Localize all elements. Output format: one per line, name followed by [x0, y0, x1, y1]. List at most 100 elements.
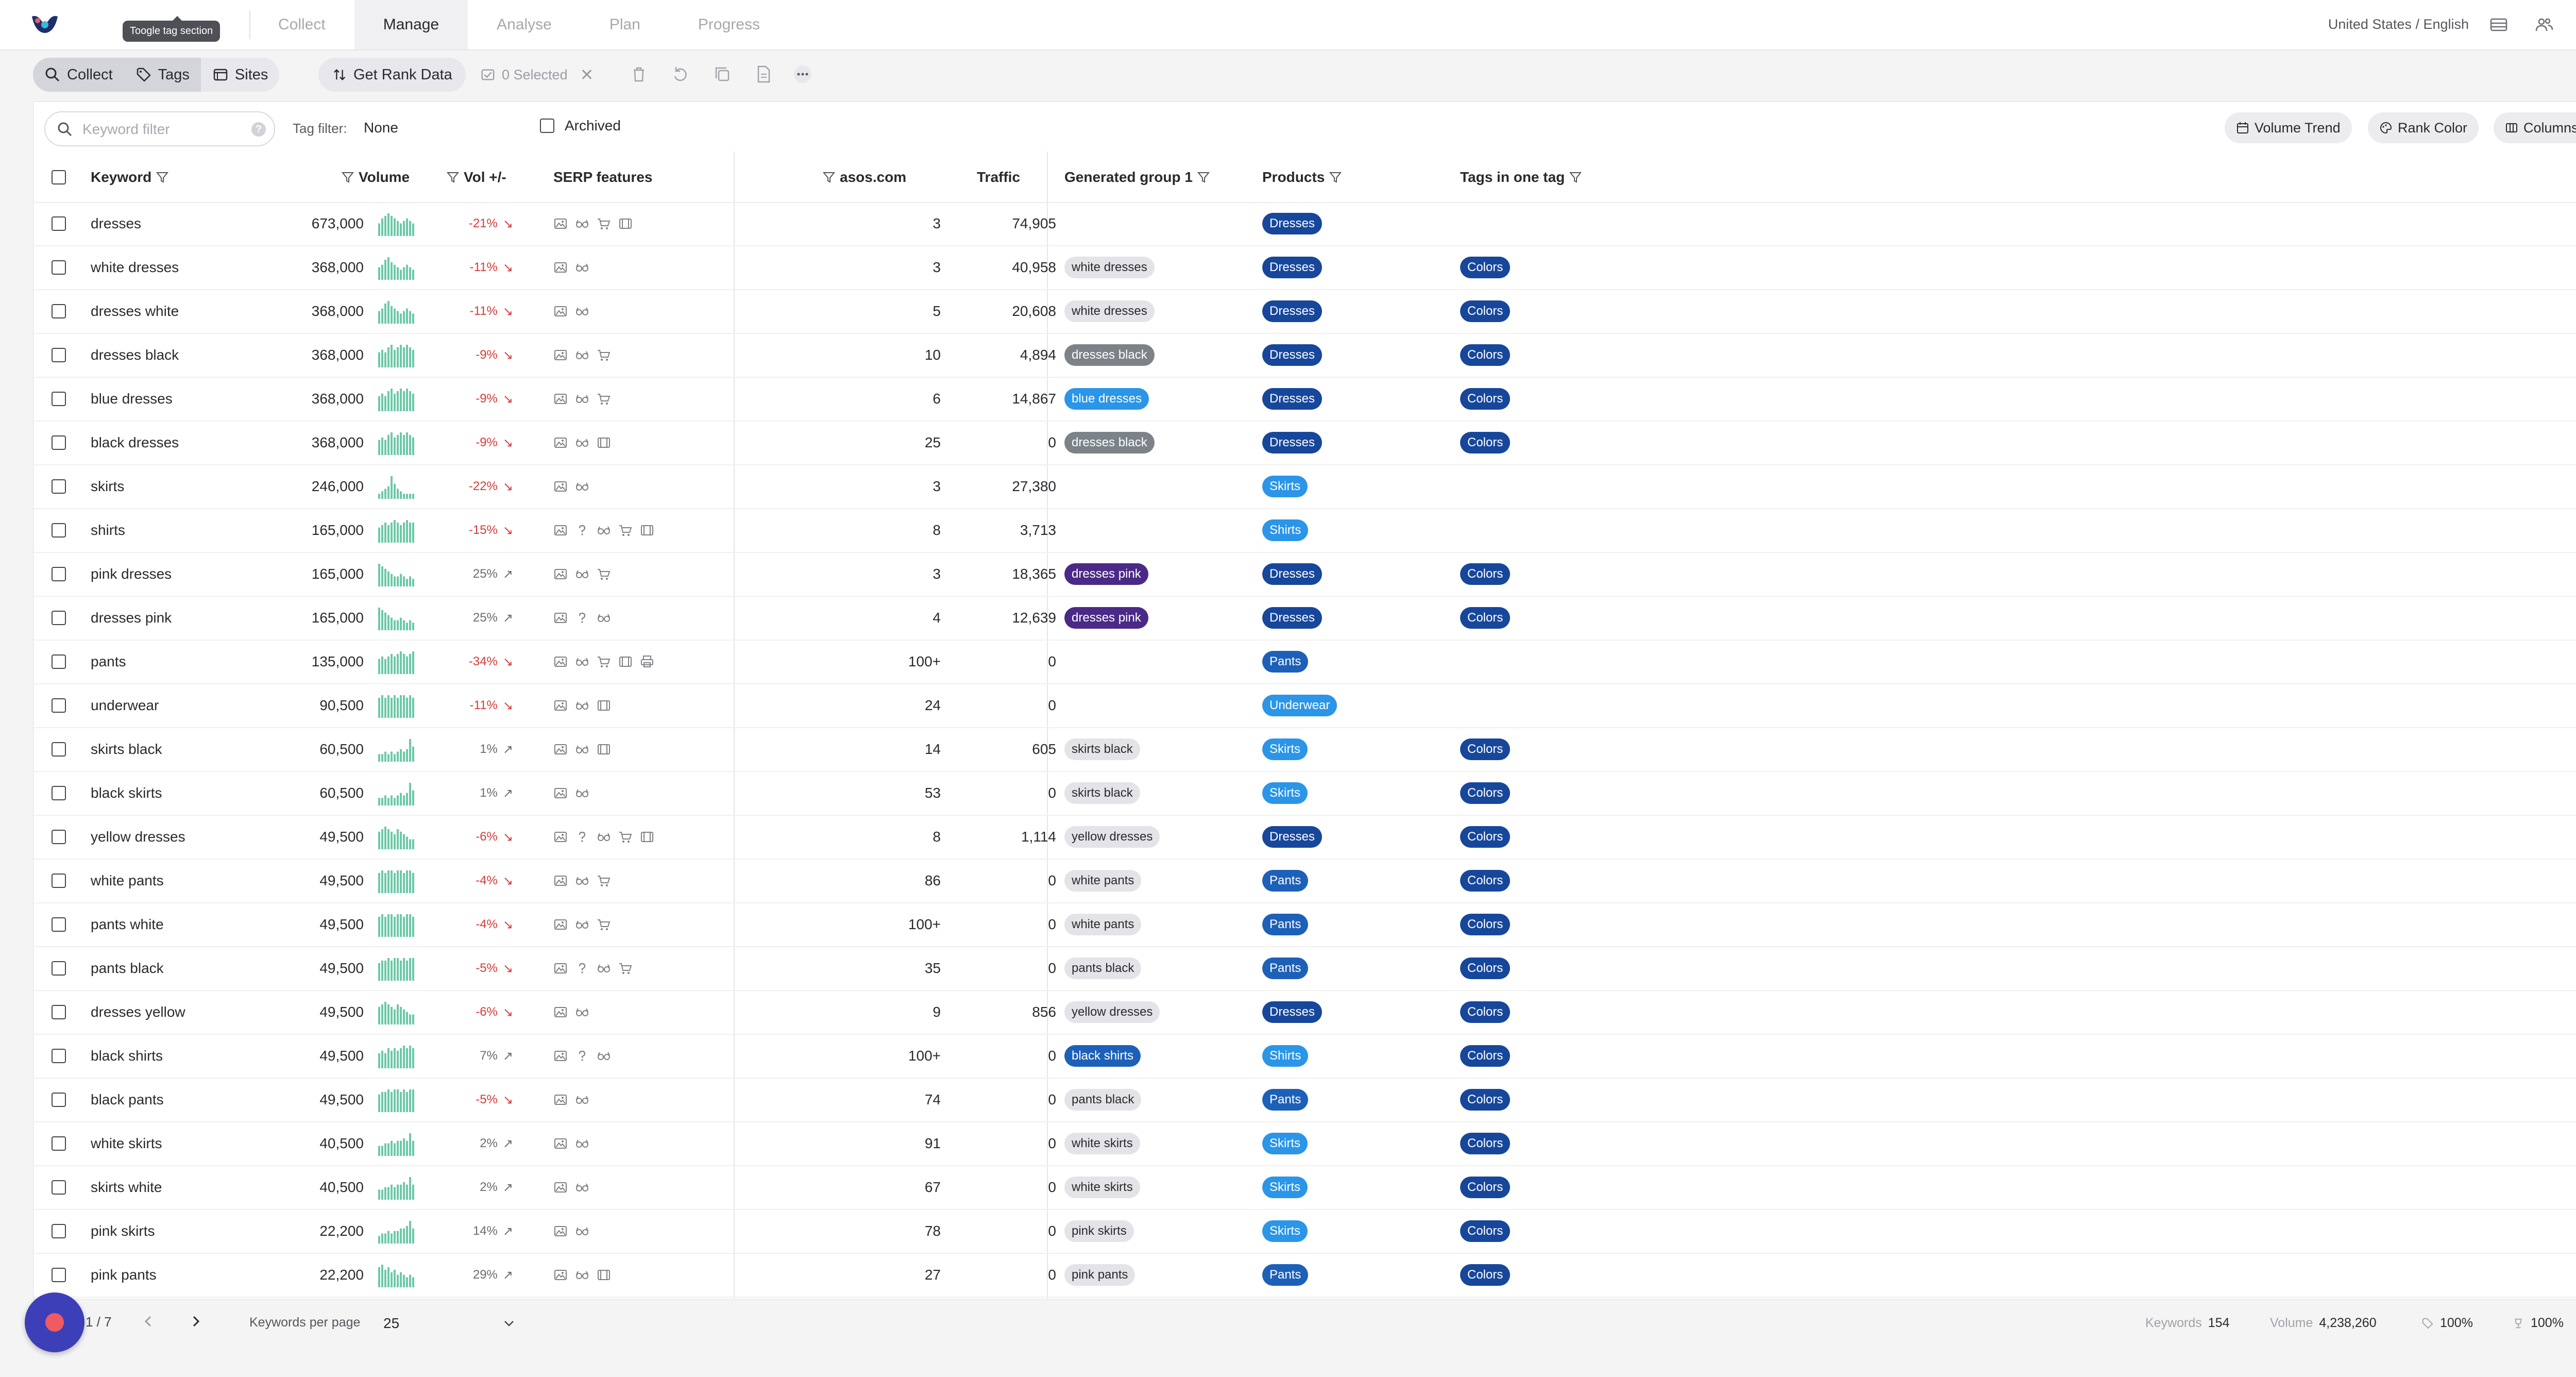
row-checkbox[interactable]: [52, 392, 66, 406]
row-checkbox[interactable]: [52, 742, 66, 757]
app-logo[interactable]: [30, 13, 60, 35]
group-tag[interactable]: blue dresses: [1064, 388, 1149, 410]
table-row[interactable]: pink skirts 22,200 14% ↗ 78 0 pink skirts Skirt…: [34, 1210, 2576, 1254]
header-products[interactable]: Products: [1262, 169, 1342, 186]
group-tag[interactable]: white skirts: [1064, 1133, 1140, 1154]
table-row[interactable]: black skirts 60,500 1% ↗ 53 0 skirts black Skir…: [34, 771, 2576, 816]
table-row[interactable]: pink pants 22,200 29% ↗ 27 0 pink pants Pants Co…: [34, 1253, 2576, 1298]
product-tag[interactable]: Dresses: [1262, 257, 1323, 278]
filter-icon[interactable]: [1197, 171, 1210, 184]
product-tag[interactable]: Dresses: [1262, 563, 1323, 585]
header-tags[interactable]: Tags in one tag: [1460, 169, 1582, 186]
header-group[interactable]: Generated group 1: [1064, 169, 1210, 186]
select-all-checkbox[interactable]: [52, 170, 66, 184]
color-tag[interactable]: Colors: [1460, 1001, 1511, 1023]
keyword-cell[interactable]: dresses black: [91, 347, 179, 363]
filter-icon[interactable]: [1569, 171, 1582, 184]
product-tag[interactable]: Skirts: [1262, 1220, 1308, 1242]
record-button[interactable]: [25, 1292, 84, 1352]
header-traffic[interactable]: Traffic: [977, 169, 1020, 186]
locale-selector[interactable]: United States / English: [2328, 16, 2469, 32]
color-tag[interactable]: Colors: [1460, 607, 1511, 629]
filter-icon[interactable]: [446, 171, 460, 184]
group-tag[interactable]: yellow dresses: [1064, 1001, 1160, 1023]
row-checkbox[interactable]: [52, 1136, 66, 1151]
keyword-cell[interactable]: dresses yellow: [91, 1004, 185, 1020]
archived-toggle[interactable]: Archived: [540, 117, 621, 134]
product-tag[interactable]: Dresses: [1262, 826, 1323, 848]
color-tag[interactable]: Colors: [1460, 1133, 1511, 1154]
table-row[interactable]: pants 135,000 -34% ↘ 100+ 0 Pants: [34, 640, 2576, 684]
table-row[interactable]: white skirts 40,500 2% ↗ 91 0 white skirts Skir…: [34, 1122, 2576, 1166]
prev-page-icon[interactable]: [140, 1313, 157, 1330]
row-checkbox[interactable]: [52, 1049, 66, 1063]
row-checkbox[interactable]: [52, 830, 66, 844]
group-tag[interactable]: pants black: [1064, 958, 1142, 979]
keyword-cell[interactable]: pink pants: [91, 1267, 157, 1283]
group-tag[interactable]: black shirts: [1064, 1045, 1141, 1067]
table-row[interactable]: skirts black 60,500 1% ↗ 14 605 skirts black Sk…: [34, 728, 2576, 772]
header-vol-change[interactable]: Vol +/-: [446, 169, 506, 186]
row-checkbox[interactable]: [52, 654, 66, 669]
header-keyword[interactable]: Keyword: [91, 169, 169, 186]
undo-icon[interactable]: [670, 64, 690, 85]
filter-icon[interactable]: [341, 171, 354, 184]
color-tag[interactable]: Colors: [1460, 344, 1511, 366]
group-tag[interactable]: white pants: [1064, 914, 1142, 935]
row-checkbox[interactable]: [52, 479, 66, 494]
keyword-cell[interactable]: pants: [91, 653, 126, 669]
color-tag[interactable]: Colors: [1460, 300, 1511, 322]
color-tag[interactable]: Colors: [1460, 257, 1511, 278]
product-tag[interactable]: Skirts: [1262, 782, 1308, 804]
color-tag[interactable]: Colors: [1460, 1264, 1511, 1286]
row-checkbox[interactable]: [52, 1005, 66, 1019]
row-checkbox[interactable]: [52, 1093, 66, 1107]
tab-collect[interactable]: Collect: [278, 16, 326, 33]
filter-icon[interactable]: [1329, 171, 1342, 184]
product-tag[interactable]: Skirts: [1262, 476, 1308, 497]
get-rank-data-button[interactable]: Get Rank Data: [318, 58, 466, 92]
header-volume[interactable]: Volume: [341, 169, 410, 186]
row-checkbox[interactable]: [52, 1180, 66, 1195]
tags-toggle-button[interactable]: Tags: [124, 58, 201, 92]
row-checkbox[interactable]: [52, 523, 66, 538]
color-tag[interactable]: Colors: [1460, 388, 1511, 410]
filter-icon[interactable]: [156, 171, 169, 184]
color-tag[interactable]: Colors: [1460, 1045, 1511, 1067]
product-tag[interactable]: Pants: [1262, 1089, 1309, 1111]
keyword-cell[interactable]: skirts black: [91, 741, 162, 757]
group-tag[interactable]: yellow dresses: [1064, 826, 1160, 848]
color-tag[interactable]: Colors: [1460, 958, 1511, 979]
row-checkbox[interactable]: [52, 786, 66, 800]
table-row[interactable]: pants black 49,500 -5% ↘ 35 0 pants black Pants…: [34, 947, 2576, 991]
help-icon[interactable]: ?: [251, 122, 266, 137]
row-checkbox[interactable]: [52, 304, 66, 318]
keyword-cell[interactable]: black pants: [91, 1091, 164, 1107]
table-row[interactable]: black pants 49,500 -5% ↘ 74 0 pants black Pants…: [34, 1078, 2576, 1122]
table-row[interactable]: dresses pink 165,000 25% ↗ 4 12,639 dresses pi…: [34, 596, 2576, 641]
product-tag[interactable]: Dresses: [1262, 300, 1323, 322]
row-checkbox[interactable]: [52, 961, 66, 976]
users-icon[interactable]: [2534, 14, 2554, 35]
keyword-cell[interactable]: white skirts: [91, 1135, 162, 1151]
keyword-cell[interactable]: black dresses: [91, 434, 179, 450]
product-tag[interactable]: Dresses: [1262, 607, 1323, 629]
color-tag[interactable]: Colors: [1460, 1089, 1511, 1111]
row-checkbox[interactable]: [52, 1224, 66, 1238]
keyword-cell[interactable]: black shirts: [91, 1048, 163, 1064]
per-page-select[interactable]: 25: [383, 1309, 516, 1338]
product-tag[interactable]: Skirts: [1262, 1177, 1308, 1198]
row-checkbox[interactable]: [52, 567, 66, 581]
tab-analyse[interactable]: Analyse: [497, 16, 552, 33]
product-tag[interactable]: Dresses: [1262, 388, 1323, 410]
product-tag[interactable]: Underwear: [1262, 695, 1337, 716]
keyword-cell[interactable]: skirts: [91, 478, 125, 494]
keyword-cell[interactable]: pants black: [91, 960, 164, 976]
product-tag[interactable]: Shirts: [1262, 519, 1309, 541]
product-tag[interactable]: Skirts: [1262, 1133, 1308, 1154]
list-view-icon[interactable]: [2488, 14, 2509, 35]
keyword-cell[interactable]: pink skirts: [91, 1223, 155, 1239]
product-tag[interactable]: Pants: [1262, 914, 1309, 935]
document-icon[interactable]: [753, 64, 774, 85]
header-site[interactable]: asos.com: [822, 169, 906, 186]
